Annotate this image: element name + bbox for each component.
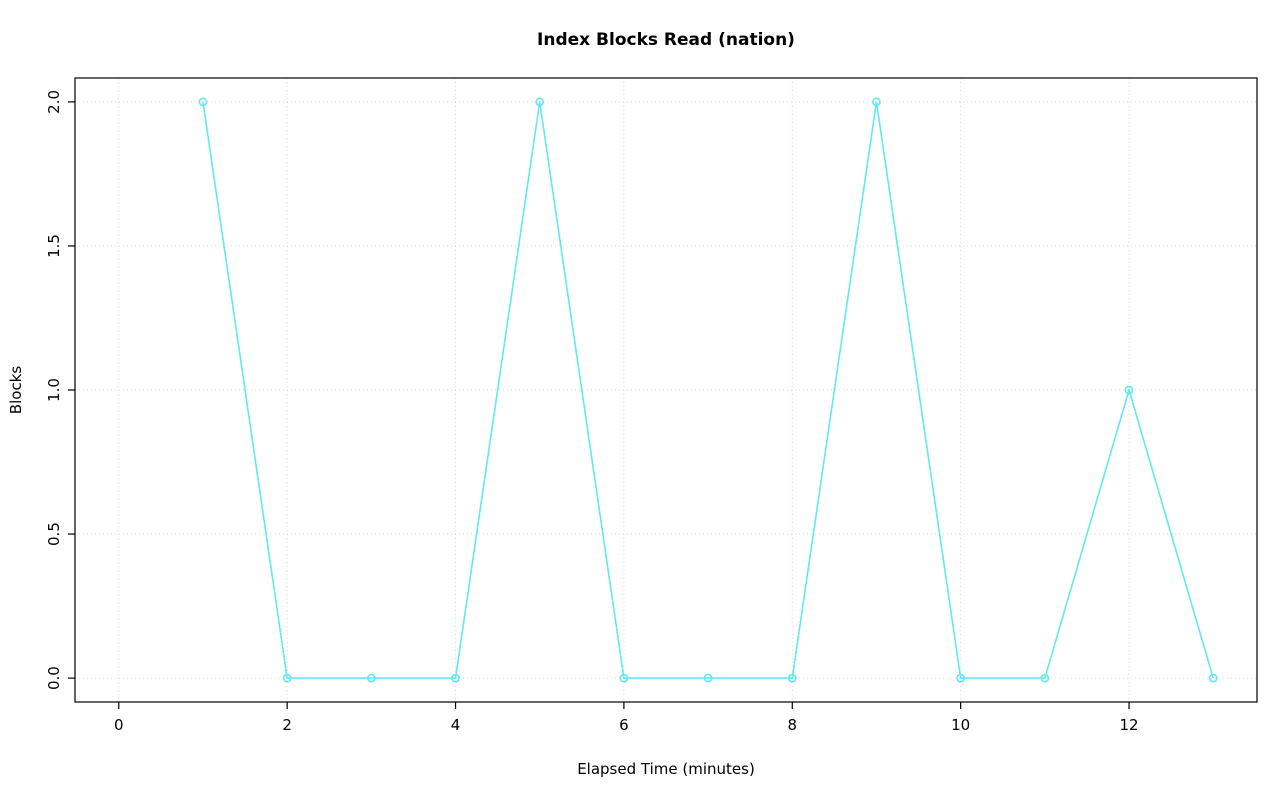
data-point-marker [956,673,966,683]
chart-title: Index Blocks Read (nation) [537,30,795,50]
x-tick-label: 2 [282,716,292,734]
data-point-marker [198,97,208,107]
y-axis-label: Blocks [7,365,25,415]
x-tick-label: 12 [1119,716,1138,734]
x-tick-label: 6 [619,716,629,734]
data-point-marker [1124,385,1134,395]
y-tick-label: 0.0 [45,666,63,690]
x-tick-label: 8 [788,716,798,734]
data-point-marker [872,97,881,107]
data-point-marker [366,673,376,683]
x-axis-label: Elapsed Time (minutes) [577,760,755,778]
data-point-marker [619,673,629,683]
data-point-marker [282,673,292,683]
data-point-marker [535,97,545,107]
data-point-marker [1040,673,1050,683]
x-tick-label: 4 [451,716,461,734]
y-tick-label: 0.5 [45,522,63,546]
data-line [202,101,1214,679]
x-tick-label: 10 [951,716,970,734]
data-point-marker [1208,673,1218,683]
data-point-marker [787,673,797,683]
y-tick-label: 1.5 [45,234,63,258]
y-tick-label: 1.0 [45,378,63,402]
y-tick-label: 2.0 [45,90,63,114]
x-tick-label: 0 [114,716,124,734]
data-point-marker [703,673,713,683]
data-point-marker [451,673,460,683]
